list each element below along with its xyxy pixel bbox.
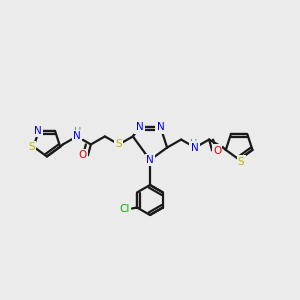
Text: N: N (34, 126, 41, 136)
Text: N: N (146, 155, 154, 165)
Text: Cl: Cl (120, 205, 130, 214)
Text: O: O (213, 146, 221, 156)
Text: H: H (190, 139, 198, 148)
Text: S: S (238, 157, 244, 166)
Text: N: N (191, 142, 199, 153)
Text: N: N (73, 131, 81, 141)
Text: O: O (79, 150, 87, 161)
Text: S: S (116, 140, 122, 149)
Text: N: N (136, 122, 143, 132)
Text: S: S (28, 142, 35, 152)
Text: N: N (157, 122, 164, 132)
Text: H: H (74, 128, 82, 137)
